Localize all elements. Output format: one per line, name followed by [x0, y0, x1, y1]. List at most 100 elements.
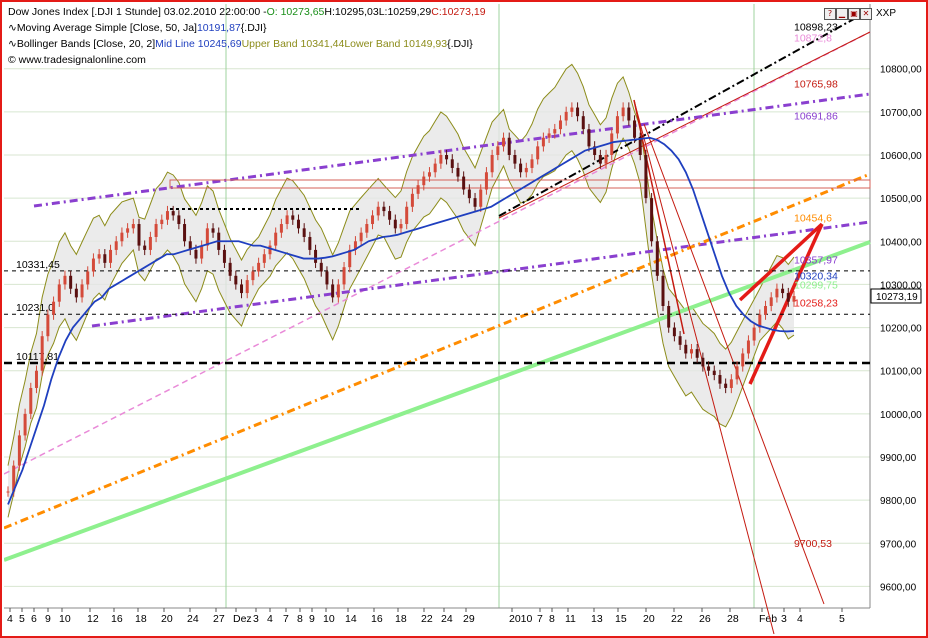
candle-body: [154, 224, 158, 237]
candle-body: [393, 219, 397, 229]
candle-body: [251, 271, 255, 281]
x-tick-label: 22: [671, 613, 683, 625]
x-tick-label: 9: [45, 613, 51, 625]
bollinger-lower-line: [7, 137, 795, 518]
candle-body: [29, 387, 33, 414]
x-tick-label: 28: [727, 613, 739, 625]
green-line: [4, 240, 871, 562]
candle-body: [439, 155, 443, 164]
minimize-button[interactable]: ▁: [836, 8, 848, 20]
y-tick-label: 9900,00: [880, 453, 917, 464]
chart-svg[interactable]: 9600,009700,009800,009900,0010000,001010…: [4, 4, 924, 634]
y-tick-label: 10300,00: [880, 280, 922, 291]
candle-body: [638, 137, 642, 155]
x-tick-label: 18: [135, 613, 147, 625]
help-button[interactable]: ?: [824, 8, 836, 20]
candle-body: [382, 206, 386, 212]
candle-body: [279, 224, 283, 233]
x-tick-label: 12: [87, 613, 99, 625]
candle-body: [314, 249, 318, 263]
price-box-label: 10273,19: [876, 292, 918, 303]
x-tick-label: 2010: [509, 613, 533, 625]
candle-body: [416, 185, 420, 194]
candle-body: [234, 275, 238, 285]
candle-body: [467, 189, 471, 199]
purple-channel-upper: [33, 92, 871, 208]
candle-body: [752, 327, 756, 341]
candle-body: [530, 159, 534, 168]
candle-body: [746, 340, 750, 354]
candle-body: [775, 288, 779, 298]
level-label: 10331,45: [16, 259, 60, 271]
candle-body: [291, 215, 295, 220]
candle-body: [46, 314, 50, 337]
bollinger-sym: {.DJI}: [447, 38, 473, 50]
candle-body: [17, 435, 21, 466]
candle-body: [593, 146, 597, 155]
x-tick-label: 5: [19, 613, 25, 625]
annotation-label: 10299,75: [794, 280, 838, 292]
x-tick-label: 14: [345, 613, 357, 625]
candle-body: [97, 254, 101, 259]
x-tick-label: 13: [591, 613, 603, 625]
candle-body: [143, 245, 147, 250]
bollinger-fill: [8, 64, 794, 518]
black-dashdot-line: [498, 9, 871, 217]
y-tick-label: 10400,00: [880, 237, 922, 248]
candle-body: [342, 267, 346, 285]
candle-body: [507, 137, 511, 155]
candle-body: [496, 146, 500, 155]
candle-body: [325, 271, 329, 285]
bollinger-lower: Lower Band 10149,93: [344, 38, 448, 50]
candle-body: [650, 198, 654, 242]
candle-body: [558, 120, 562, 130]
y-tick-label: 10100,00: [880, 367, 922, 378]
candle-body: [661, 275, 665, 306]
candle-body: [200, 245, 204, 259]
x-tick-label: 5: [839, 613, 845, 625]
y-tick-label: 10200,00: [880, 324, 922, 335]
legend-bollinger: ∿Bollinger Bands [Close, 20, 2] Mid Line…: [8, 38, 473, 50]
candle-body: [724, 383, 728, 388]
candle-body: [473, 198, 477, 207]
candle-body: [615, 116, 619, 134]
candle-body: [456, 167, 460, 177]
candle-body: [69, 275, 73, 289]
y-tick-label: 10600,00: [880, 151, 922, 162]
candle-body: [40, 336, 44, 371]
candle-body: [257, 262, 261, 272]
candle-body: [536, 146, 540, 160]
candle-body: [183, 224, 187, 242]
candle-body: [353, 241, 357, 250]
x-tick-label: Dez: [233, 613, 252, 625]
restore-button[interactable]: ▣: [848, 8, 860, 20]
candle-body: [131, 224, 135, 229]
y-tick-label: 10800,00: [880, 65, 922, 76]
candle-body: [109, 249, 113, 263]
x-tick-label: 15: [615, 613, 627, 625]
candle-body: [587, 129, 591, 147]
candle-body: [695, 349, 699, 358]
annotation-label: 10691,86: [794, 110, 838, 122]
candle-body: [598, 155, 602, 164]
x-tick-label: 8: [297, 613, 303, 625]
candle-body: [262, 254, 266, 263]
x-tick-label: 22: [421, 613, 433, 625]
resistance-band: [169, 179, 871, 189]
candle-body: [735, 366, 739, 380]
pink-dashed-line: [4, 31, 871, 475]
legend-price: Dow Jones Index [.DJI 1 Stunde] 03.02.20…: [8, 6, 486, 18]
candle-body: [120, 232, 124, 242]
sma-sym: {.DJI}: [240, 22, 267, 34]
x-tick-label: 9: [309, 613, 315, 625]
candle-body: [701, 357, 705, 367]
candle-body: [348, 249, 352, 268]
low-value: L:10259,29: [378, 6, 432, 18]
x-tick-label: 16: [371, 613, 383, 625]
candle-body: [376, 206, 380, 216]
candle-body: [23, 413, 27, 436]
candle-body: [769, 297, 773, 306]
y-tick-label: 10500,00: [880, 194, 922, 205]
candle-body: [331, 284, 335, 298]
close-button[interactable]: ✕: [860, 8, 872, 20]
